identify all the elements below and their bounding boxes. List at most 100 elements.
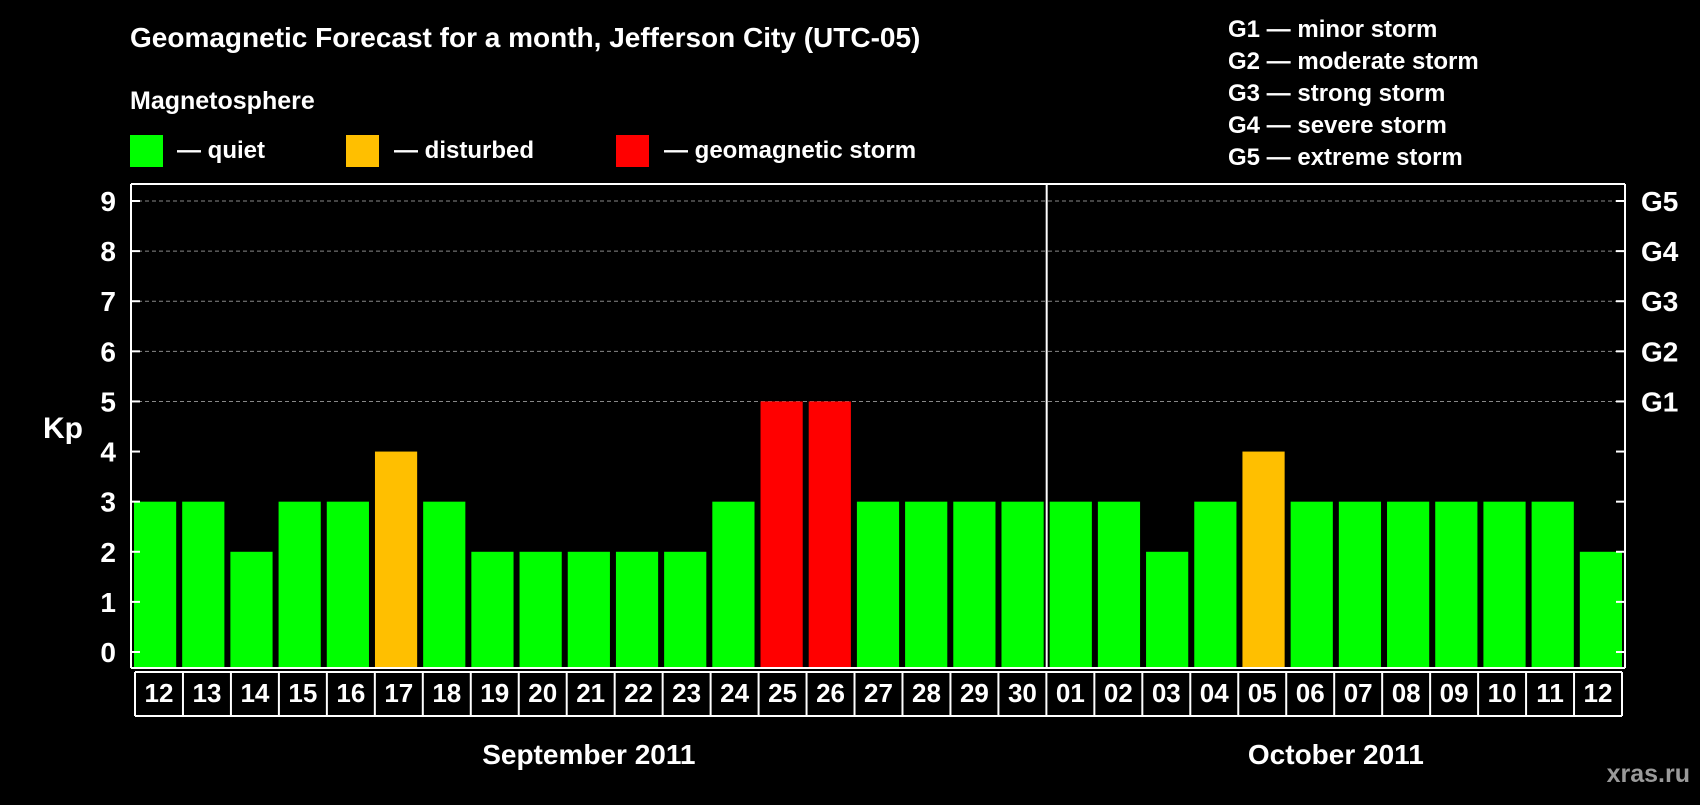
- gridlines: [131, 200, 1625, 402]
- x-tick-label-sep-30: 30: [1008, 678, 1037, 708]
- bar-oct-07: [1338, 501, 1382, 668]
- bar-sep-25: [760, 401, 803, 668]
- bar-sep-24: [712, 501, 755, 668]
- g-scale-legend: G1 — minor storm G2 — moderate storm G3 …: [1228, 16, 1479, 171]
- legend-label-storm: — geomagnetic storm: [664, 137, 916, 164]
- x-tick-label-sep-17: 17: [384, 678, 413, 708]
- x-tick-label-oct-11: 11: [1536, 678, 1564, 708]
- y-tick-label-3: 3: [100, 487, 116, 518]
- bar-sep-27: [856, 501, 900, 668]
- x-tick-label-sep-18: 18: [432, 678, 461, 708]
- bar-sep-18: [423, 501, 466, 668]
- bar-oct-12: [1579, 551, 1622, 668]
- x-tick-label-sep-14: 14: [240, 678, 269, 708]
- bar-sep-14: [230, 551, 273, 668]
- chart-title: Geomagnetic Forecast for a month, Jeffer…: [130, 22, 920, 53]
- g-scale-label-g4: G4: [1641, 236, 1679, 267]
- bar-sep-21: [567, 551, 610, 668]
- x-tick-label-oct-02: 02: [1104, 678, 1133, 708]
- x-tick-label-oct-03: 03: [1152, 678, 1181, 708]
- g-scale-label-g2: G2: [1641, 336, 1678, 367]
- x-tick-label-sep-23: 23: [672, 678, 701, 708]
- y-axis-label: Kp: [43, 412, 83, 445]
- watermark: xras.ru: [1607, 760, 1690, 788]
- g-scale-label-g5: G5: [1641, 186, 1678, 217]
- bar-sep-16: [326, 501, 369, 668]
- x-tick-label-sep-26: 26: [816, 678, 845, 708]
- x-tick-label-sep-29: 29: [960, 678, 989, 708]
- bar-sep-17: [374, 451, 418, 668]
- bar-sep-20: [519, 551, 562, 668]
- y-tick-label-0: 0: [100, 637, 116, 668]
- x-tick-label-sep-21: 21: [576, 678, 605, 708]
- legend-swatch-disturbed: [346, 135, 379, 167]
- bar-sep-15: [278, 501, 321, 668]
- bar-sep-28: [905, 501, 948, 668]
- y-tick-label-2: 2: [100, 537, 116, 568]
- x-tick-labels: 12 13 14 15 16 17 18 19 20 21 22 23 24 25 26 27 28 29 30 01…: [134, 671, 1623, 717]
- x-tick-label-sep-19: 19: [480, 678, 509, 708]
- bar-oct-06: [1290, 501, 1333, 668]
- y-tick-label-5: 5: [100, 386, 116, 417]
- x-tick-label-sep-15: 15: [288, 678, 317, 708]
- g-scale-label-g3: G3: [1641, 286, 1678, 317]
- x-tick-label-oct-07: 07: [1344, 678, 1373, 708]
- x-tick-label-sep-22: 22: [624, 678, 653, 708]
- legend-label-quiet: — quiet: [177, 137, 265, 164]
- bar-oct-02: [1097, 501, 1141, 668]
- x-tick-label-sep-28: 28: [912, 678, 941, 708]
- y-tick-label-1: 1: [100, 587, 116, 618]
- legend-swatch-storm: [616, 135, 649, 167]
- x-tick-label-oct-04: 04: [1200, 678, 1229, 708]
- x-tick-label-oct-05: 05: [1248, 678, 1277, 708]
- g-scale-legend-item-g1: G1 — minor storm: [1228, 16, 1437, 43]
- y-tick-label-7: 7: [100, 286, 116, 317]
- x-tick-label-oct-06: 06: [1296, 678, 1325, 708]
- legend: — quiet — disturbed — geomagnetic storm: [130, 135, 916, 167]
- bar-oct-03: [1146, 551, 1189, 668]
- bar-sep-29: [953, 501, 996, 668]
- bars: [134, 401, 1622, 668]
- bar-oct-10: [1483, 501, 1526, 668]
- chart-subtitle: Magnetosphere: [130, 87, 315, 115]
- y-tick-label-6: 6: [100, 336, 116, 367]
- g-scale-label-g1: G1: [1641, 386, 1678, 417]
- g-scale-legend-item-g5: G5 — extreme storm: [1228, 144, 1463, 171]
- month-labels: September 2011 October 2011: [482, 739, 1424, 770]
- x-tick-label-sep-13: 13: [192, 678, 221, 708]
- bar-sep-26: [808, 401, 851, 668]
- bar-sep-12: [134, 501, 177, 668]
- month-label-september: September 2011: [482, 739, 695, 770]
- g-scale-legend-item-g3: G3 — strong storm: [1228, 80, 1445, 107]
- x-tick-label-sep-24: 24: [720, 678, 749, 708]
- legend-label-disturbed: — disturbed: [394, 137, 534, 164]
- g-scale-tick-labels: G1 G2 G3 G4 G5: [1641, 186, 1679, 417]
- bar-oct-01: [1049, 501, 1092, 668]
- g-scale-legend-item-g4: G4 — severe storm: [1228, 112, 1447, 139]
- x-tick-label-sep-20: 20: [528, 678, 557, 708]
- bar-oct-05: [1242, 451, 1285, 668]
- x-tick-label-sep-25: 25: [768, 678, 797, 708]
- x-tick-label-oct-12: 12: [1584, 678, 1613, 708]
- axes: [130, 183, 1626, 669]
- y-tick-label-8: 8: [100, 236, 116, 267]
- x-tick-label-oct-10: 10: [1488, 678, 1517, 708]
- bar-sep-22: [615, 551, 659, 668]
- bar-sep-23: [664, 551, 707, 668]
- bar-sep-30: [1001, 501, 1044, 668]
- y-tick-labels: 0 1 2 3 4 5 6 7 8 9: [100, 186, 116, 668]
- x-tick-label-oct-08: 08: [1392, 678, 1421, 708]
- bar-oct-08: [1387, 501, 1430, 668]
- month-label-october: October 2011: [1248, 739, 1424, 770]
- legend-swatch-quiet: [130, 135, 163, 167]
- bar-oct-09: [1435, 501, 1478, 668]
- y-tick-label-4: 4: [100, 437, 116, 468]
- x-tick-label-sep-16: 16: [336, 678, 365, 708]
- x-tick-label-oct-09: 09: [1440, 678, 1469, 708]
- y-tick-label-9: 9: [100, 186, 116, 217]
- x-tick-label-sep-27: 27: [864, 678, 893, 708]
- bar-sep-19: [471, 551, 514, 668]
- x-tick-label-sep-12: 12: [145, 678, 174, 708]
